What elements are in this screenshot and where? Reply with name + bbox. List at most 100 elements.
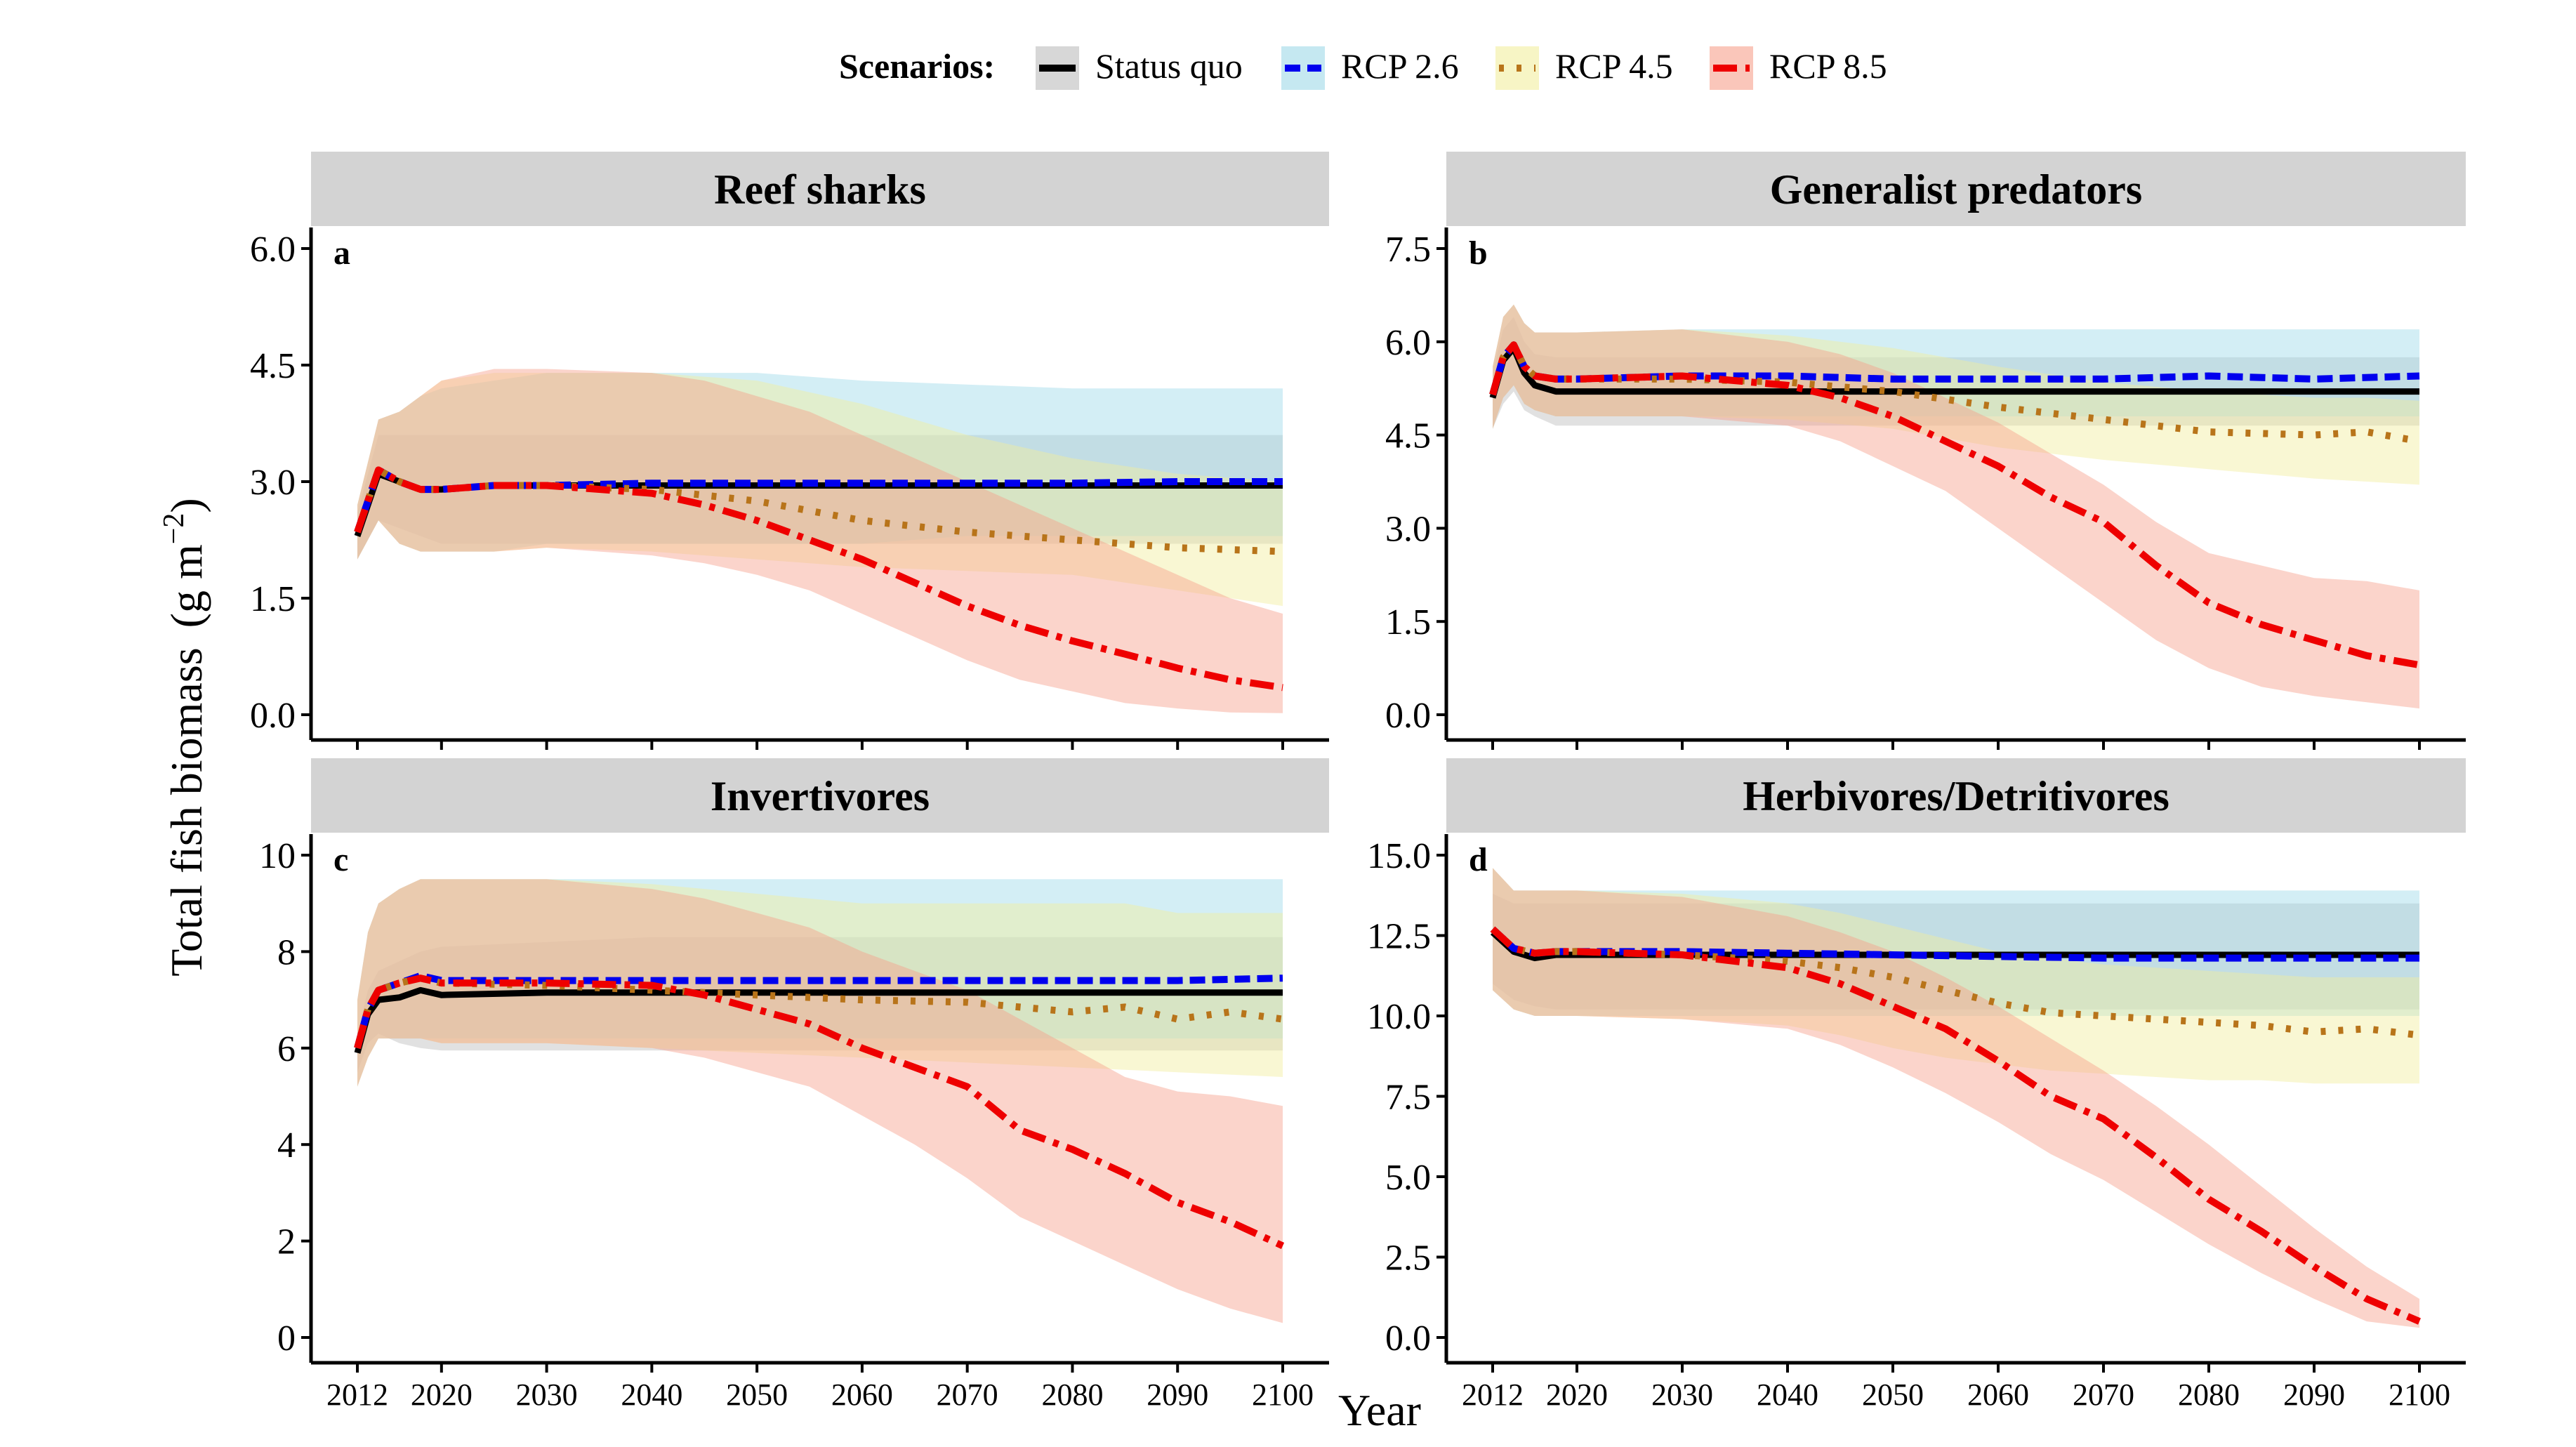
- panel-title: Generalist predators: [1770, 166, 2142, 213]
- x-tick-label: 2090: [1147, 1377, 1208, 1412]
- series-lines: [354, 972, 1285, 1250]
- x-tick-label: 2012: [1462, 1377, 1524, 1412]
- ribbon-status-quo: [1493, 894, 2419, 1010]
- x-tick-label: 2050: [726, 1377, 788, 1412]
- x-tick-label: 2090: [2283, 1377, 2345, 1412]
- x-tick-label: 2030: [1651, 1377, 1713, 1412]
- panel-strip: [311, 152, 1329, 226]
- legend-label-status-quo: Status quo: [1095, 46, 1243, 86]
- x-tick-label: 2070: [2073, 1377, 2134, 1412]
- y-tick-label: 3.0: [1385, 509, 1431, 549]
- x-tick-label: 2060: [831, 1377, 893, 1412]
- series-lines: [1489, 341, 2420, 669]
- y-tick-label: 4.5: [250, 346, 296, 386]
- x-tick-label: 2040: [1757, 1377, 1818, 1412]
- y-tick-label: 1.5: [1385, 602, 1431, 642]
- line-rcp-8-5: [354, 974, 1285, 1250]
- panel-tag: a: [333, 234, 350, 272]
- ribbon-rcp-2-6: [1493, 868, 2419, 1016]
- panel-tag: d: [1469, 841, 1488, 878]
- ribbon-status-quo: [357, 937, 1283, 1073]
- x-tick-label: 2080: [1041, 1377, 1103, 1412]
- y-axis-title-close: ): [161, 498, 211, 513]
- y-tick-label: 6.0: [1385, 323, 1431, 363]
- ribbons: [357, 369, 1283, 713]
- line-rcp-8-5: [354, 466, 1283, 692]
- x-tick-label: 2020: [411, 1377, 473, 1412]
- panel-title: Reef sharks: [714, 166, 926, 213]
- x-axis-title: Year: [1338, 1385, 1421, 1435]
- x-tick-label: 2100: [2389, 1377, 2450, 1412]
- y-tick-label: 0.0: [250, 696, 296, 736]
- x-tick-label: 2050: [1862, 1377, 1924, 1412]
- ribbon-rcp-4-5: [357, 373, 1283, 607]
- x-tick-label: 2030: [516, 1377, 578, 1412]
- y-tick-label: 12.5: [1367, 917, 1431, 957]
- y-tick-label: 0.0: [1385, 696, 1431, 736]
- y-tick-label: 8: [277, 932, 296, 972]
- x-tick-label: 2012: [326, 1377, 388, 1412]
- y-tick-label: 6: [277, 1029, 296, 1069]
- y-tick-label: 15.0: [1367, 836, 1431, 876]
- ribbons: [1493, 868, 2419, 1328]
- y-tick-label: 0: [277, 1319, 296, 1359]
- y-tick-label: 7.5: [1385, 1078, 1431, 1118]
- legend-item-rcp45: RCP 4.5: [1495, 46, 1673, 90]
- ribbon-rcp-4-5: [1493, 868, 2419, 1084]
- ribbon-rcp-2-6: [1493, 304, 2419, 429]
- x-tick-label: 2080: [2178, 1377, 2240, 1412]
- panel-invertivores: Invertivores 0 2 4 6 8 10 2012 2020 2030 2040 2050 2…: [259, 758, 1329, 1412]
- panel-reef-sharks: Reef sharks0.01.53.04.56.020122020203020…: [250, 152, 1329, 789]
- legend-item-rcp85: RCP 8.5: [1710, 46, 1887, 90]
- y-tick-label: 10: [259, 836, 296, 876]
- ribbon-status-quo: [357, 435, 1283, 560]
- legend-label-rcp45: RCP 4.5: [1555, 46, 1673, 86]
- x-tick-label: 2060: [1967, 1377, 2029, 1412]
- panel-tag: b: [1469, 234, 1488, 272]
- line-rcp-8-5: [1489, 341, 2420, 669]
- y-axis-title: Total fish biomass (g m−2): [158, 498, 211, 976]
- y-tick-label: 5.0: [1385, 1158, 1431, 1198]
- y-tick-label: 3.0: [250, 463, 296, 503]
- panel-tag: c: [333, 841, 348, 878]
- ribbon-rcp-8-5: [1493, 868, 2419, 1328]
- y-tick-label: 6.0: [250, 230, 296, 270]
- x-tick-label: 2040: [621, 1377, 682, 1412]
- line-rcp-4-5: [1490, 926, 2420, 1039]
- y-tick-label: 1.5: [250, 579, 296, 619]
- y-tick-label: 4: [277, 1125, 296, 1165]
- ribbons: [357, 879, 1283, 1323]
- y-axis-title-main: Total fish biomass: [161, 647, 211, 976]
- legend-label-rcp26: RCP 2.6: [1341, 46, 1459, 86]
- ribbon-rcp-2-6: [357, 373, 1283, 560]
- panel-title: Herbivores/Detritivores: [1743, 773, 2169, 819]
- legend-title: Scenarios:: [839, 46, 995, 86]
- ribbon-rcp-8-5: [1493, 304, 2419, 709]
- y-tick-label: 2: [277, 1222, 296, 1262]
- panel-generalist-predators: Generalist predators0.01.53.04.56.07.520…: [1385, 152, 2466, 789]
- legend: Scenarios: Status quo RCP 2.6 RCP 4.5 RC…: [839, 46, 1887, 90]
- legend-label-rcp85: RCP 8.5: [1769, 46, 1887, 86]
- panel-strip: [1446, 152, 2466, 226]
- line-status-quo: [354, 986, 1283, 1054]
- panel-title: Invertivores: [711, 773, 930, 819]
- line-rcp-2-6: [1489, 341, 2420, 396]
- x-tick-label: 2020: [1546, 1377, 1608, 1412]
- y-axis-title-exponent: −2: [158, 513, 190, 545]
- y-axis-title-unit: (g m: [161, 544, 211, 628]
- x-tick-label: 2100: [1252, 1377, 1314, 1412]
- ribbons: [1493, 304, 2419, 709]
- panel-herbivores-detritivores: Herbivores/Detritivores 0.0 2.5 5.0 7.5 10.0 1…: [1367, 758, 2466, 1412]
- series-lines: [1490, 926, 2421, 1325]
- series-lines: [354, 466, 1283, 692]
- y-tick-label: 4.5: [1385, 416, 1431, 456]
- legend-item-status-quo: Status quo: [1036, 46, 1243, 90]
- panel-strip: [1446, 758, 2466, 833]
- panel-strip: [311, 758, 1329, 833]
- panels: Reef sharks0.01.53.04.56.020122020203020…: [250, 152, 2466, 1412]
- y-tick-label: 7.5: [1385, 230, 1431, 270]
- legend-item-rcp26: RCP 2.6: [1281, 46, 1459, 90]
- y-tick-label: 2.5: [1385, 1238, 1431, 1278]
- line-rcp-8-5: [1490, 926, 2421, 1325]
